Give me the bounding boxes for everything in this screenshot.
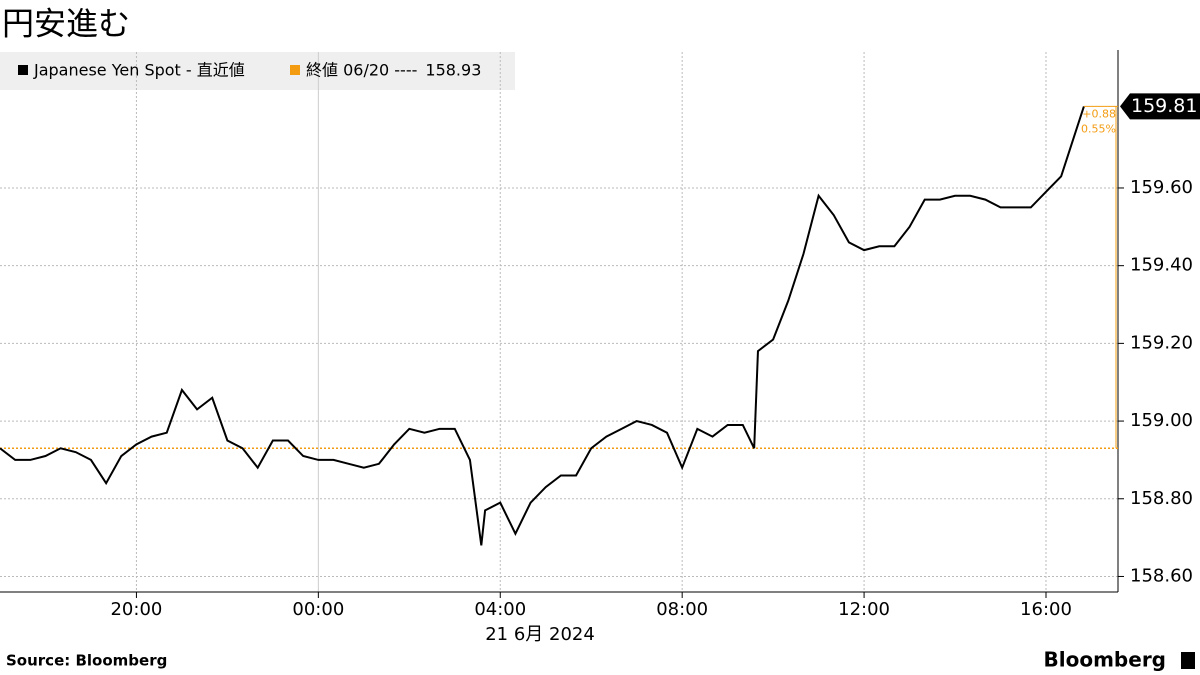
change-pct-label: 0.55% [1081, 122, 1116, 135]
y-tick-label: 159.00 [1130, 410, 1193, 431]
source: Source: Bloomberg [6, 652, 167, 670]
legend-swatch [290, 65, 300, 75]
change-label: +0.88 [1082, 107, 1116, 120]
brand: Bloomberg [1044, 648, 1166, 672]
x-axis-label: 21 6月 2024 [485, 624, 595, 645]
y-tick-label: 159.20 [1130, 332, 1193, 353]
y-tick-label: 159.40 [1130, 255, 1193, 276]
legend-swatch [18, 65, 28, 75]
legend-label: 終値 06/20 ---- [306, 61, 417, 80]
x-tick-label: 12:00 [838, 599, 890, 620]
x-tick-label: 16:00 [1020, 599, 1072, 620]
legend-value: 158.93 [425, 61, 481, 80]
last-value-tag [1120, 93, 1200, 120]
y-tick-label: 158.80 [1130, 488, 1193, 509]
x-tick-label: 00:00 [292, 599, 344, 620]
y-tick-label: 158.60 [1130, 565, 1193, 586]
legend-label: Japanese Yen Spot - 直近値 [33, 61, 245, 80]
x-tick-label: 04:00 [474, 599, 526, 620]
y-tick-label: 159.60 [1130, 177, 1193, 198]
legend-box [0, 52, 515, 90]
x-tick-label: 20:00 [110, 599, 162, 620]
last-value-label: 159.81 [1131, 95, 1197, 117]
x-tick-label: 08:00 [656, 599, 708, 620]
brand-icon [1181, 652, 1195, 669]
price-line [0, 106, 1085, 546]
chart-title: 円安進む [2, 5, 130, 43]
